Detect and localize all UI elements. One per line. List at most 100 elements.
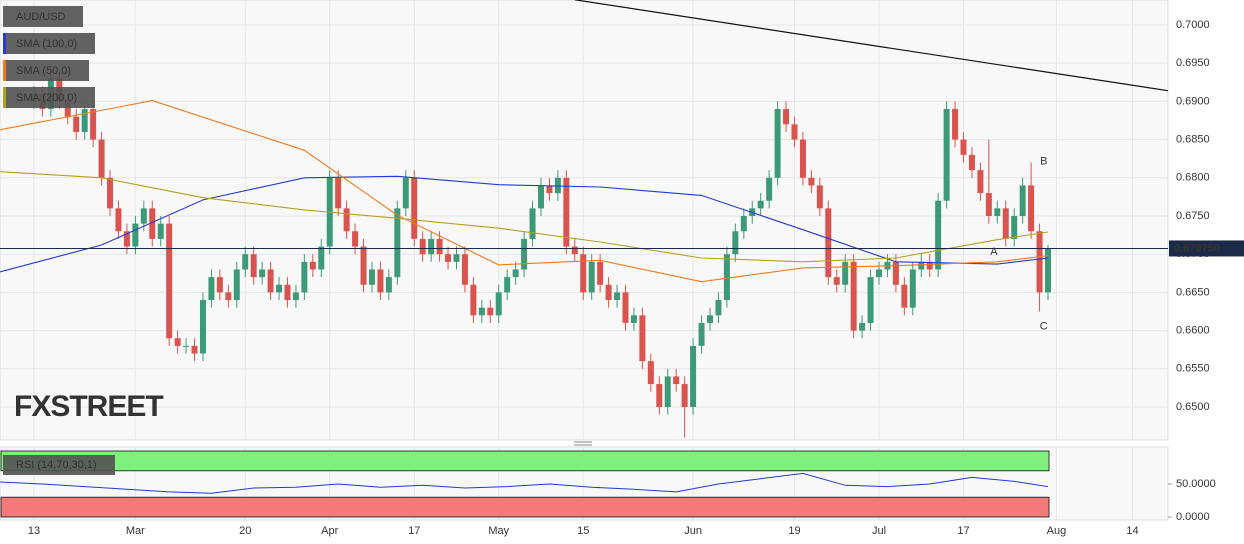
- candle-body: [394, 208, 401, 278]
- candle-body: [554, 177, 561, 194]
- candle-body: [411, 177, 418, 239]
- candle-body: [875, 269, 882, 278]
- candle-body: [157, 223, 164, 239]
- x-tick-label: 13: [28, 525, 40, 537]
- watermark: FXSTREET: [14, 390, 163, 423]
- candle-body: [1011, 215, 1018, 239]
- candle-body: [428, 238, 435, 255]
- candle-body: [799, 139, 806, 178]
- candle-body: [901, 284, 908, 308]
- candle-body: [808, 177, 815, 186]
- y-tick-label: 0.6950: [1176, 57, 1210, 69]
- candle-body: [90, 109, 97, 140]
- candle-body: [1045, 248, 1052, 293]
- candle-body: [487, 307, 494, 316]
- candle-body: [352, 231, 359, 247]
- legend-label: SMA (50,0): [16, 65, 71, 77]
- y-tick-label: 0.6800: [1176, 172, 1210, 184]
- candle-body: [1028, 185, 1035, 232]
- candle-body: [132, 223, 139, 247]
- candle-body: [630, 315, 637, 323]
- sma-line: [0, 175, 1049, 273]
- candle-body: [233, 269, 240, 301]
- candle-body: [385, 277, 392, 293]
- sma-line: [0, 171, 1049, 263]
- legend-box: [3, 33, 95, 54]
- candle-body: [242, 254, 249, 270]
- panel-divider-handle[interactable]: [574, 441, 592, 446]
- candle-body: [766, 177, 773, 201]
- y-tick-label: 0.6850: [1176, 133, 1210, 145]
- candle-body: [673, 376, 680, 385]
- rsi-line: [0, 472, 1049, 494]
- sma-line: [0, 100, 1049, 283]
- candle-body: [614, 292, 621, 301]
- candle-body: [918, 261, 925, 270]
- annotation: A: [990, 246, 998, 258]
- candle-body: [419, 238, 426, 255]
- candle-body: [816, 185, 823, 209]
- candle-body: [301, 261, 308, 293]
- candle-body: [360, 246, 367, 285]
- candle-body: [377, 269, 384, 293]
- candle-body: [166, 223, 173, 339]
- trendline: [574, 0, 1169, 92]
- legend-swatch: [3, 60, 6, 81]
- candle-body: [647, 361, 654, 385]
- x-tick-label: 15: [577, 525, 589, 537]
- x-tick-label: 17: [957, 525, 969, 537]
- x-tick-label: Apr: [321, 525, 338, 537]
- legend-swatch: [3, 33, 6, 54]
- candle-body: [985, 193, 992, 216]
- y-tick-label: 0.6900: [1176, 95, 1210, 107]
- rsi-legend-label: RSI (14,70,30,1): [16, 459, 97, 471]
- rsi-band: [0, 450, 1050, 472]
- candle-body: [952, 109, 959, 140]
- y-tick-label: 0.6500: [1176, 401, 1210, 413]
- candle-body: [478, 307, 485, 316]
- candle-body: [1002, 208, 1009, 239]
- candle-body: [436, 238, 443, 255]
- candle-body: [512, 269, 519, 278]
- rsi-legend-box: [3, 455, 115, 475]
- candle-body: [98, 139, 105, 178]
- candle-body: [529, 208, 536, 239]
- candle-body: [81, 109, 88, 132]
- candle-body: [571, 246, 578, 255]
- x-tick-label: 19: [788, 525, 800, 537]
- candle-body: [73, 116, 80, 132]
- legend-label: AUD/USD: [16, 11, 66, 23]
- x-tick-label: 17: [408, 525, 420, 537]
- candle-body: [276, 284, 283, 293]
- candle-body: [140, 208, 147, 224]
- candle-body: [622, 292, 629, 323]
- candle-body: [149, 208, 156, 239]
- y-tick-label: 0.7000: [1176, 19, 1210, 31]
- candle-body: [825, 208, 832, 278]
- candle-body: [833, 277, 840, 285]
- candle-body: [402, 177, 409, 209]
- candle-body: [723, 254, 730, 301]
- y-tick-label: 0.6550: [1176, 363, 1210, 375]
- last-price-label: 0.670750: [1174, 242, 1220, 254]
- candle-body: [909, 269, 916, 308]
- candle-body: [1036, 231, 1043, 293]
- candle-body: [774, 109, 781, 178]
- annotation: C: [1040, 321, 1048, 333]
- x-tick-label: Jul: [872, 525, 886, 537]
- candle-body: [977, 170, 984, 194]
- legend-swatch: [3, 87, 6, 108]
- candle-body: [698, 322, 705, 346]
- candle-body: [470, 284, 477, 316]
- candle-body: [850, 261, 857, 331]
- candle-body: [495, 292, 502, 316]
- annotation: B: [1040, 156, 1047, 168]
- candle-body: [681, 384, 688, 407]
- x-tick-label: 14: [1126, 525, 1138, 537]
- candle-body: [867, 277, 874, 323]
- candle-body: [605, 284, 612, 301]
- legend-box: [3, 87, 95, 108]
- candle-body: [546, 185, 553, 194]
- x-tick-label: Aug: [1047, 525, 1067, 537]
